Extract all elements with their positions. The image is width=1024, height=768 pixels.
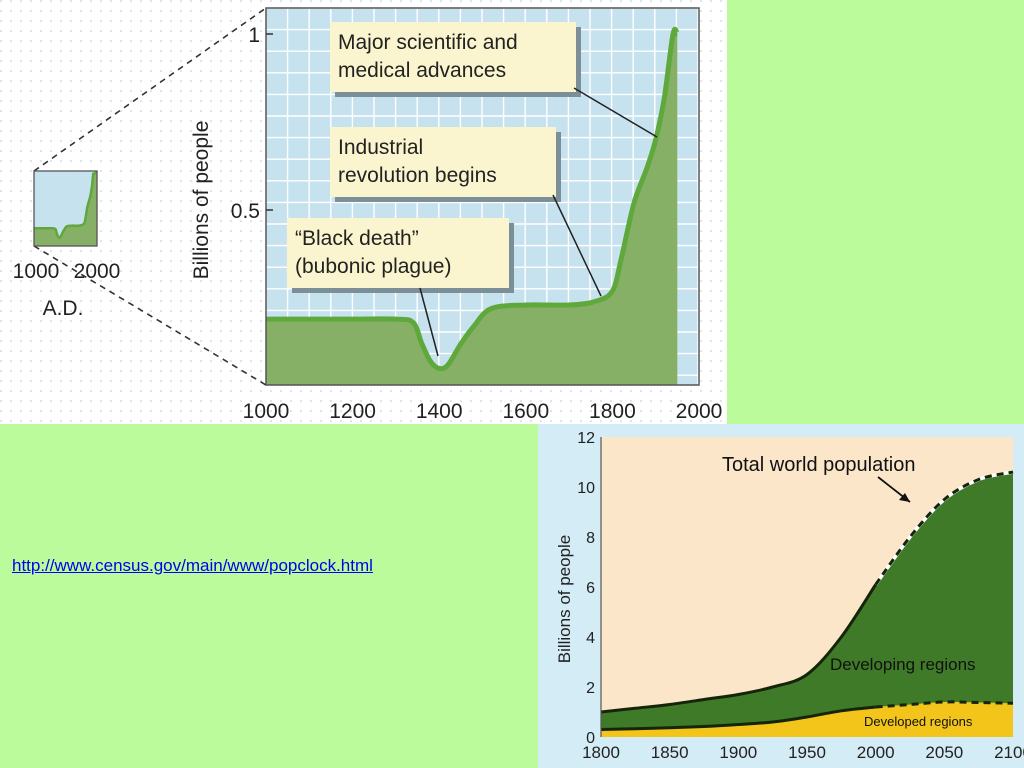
census-popclock-link[interactable]: http://www.census.gov/main/www/popclock.… bbox=[12, 556, 373, 575]
annotation-box: Industrial revolution begins bbox=[330, 127, 602, 297]
x-tick-label: 1900 bbox=[719, 743, 757, 762]
annotation-background bbox=[330, 22, 576, 92]
annotation-text: Industrial bbox=[338, 136, 423, 159]
x-tick-label: 1200 bbox=[329, 400, 376, 423]
annotation-text: “Black death” bbox=[295, 227, 419, 250]
inset-population-area bbox=[34, 171, 97, 246]
world-population-chart: Total world population Developing regions… bbox=[538, 424, 1024, 768]
x-tick-label: 1800 bbox=[589, 400, 636, 423]
y-axis-label: Billions of people bbox=[190, 121, 213, 280]
x-tick-label: 1400 bbox=[416, 400, 463, 423]
annotation-leader bbox=[419, 287, 439, 357]
inset-frame bbox=[33, 170, 98, 247]
annotation-leader bbox=[552, 194, 602, 297]
y-tick-label: 10 bbox=[577, 480, 595, 497]
annotation-text: revolution begins bbox=[338, 164, 497, 187]
x-tick-label: 2100 bbox=[994, 743, 1024, 762]
developed-line bbox=[600, 705, 876, 731]
x-tick-label: 1800 bbox=[582, 743, 620, 762]
annotation-text: (bubonic plague) bbox=[295, 255, 451, 278]
y-tick-label: 0 bbox=[586, 730, 595, 747]
y-tick-label: 6 bbox=[586, 580, 595, 597]
total-projection-line bbox=[874, 470, 1014, 586]
inset-chart: 1000 2000 A.D. bbox=[13, 7, 267, 386]
y-axis-label: Billions of people bbox=[555, 535, 574, 664]
x-tick-label: 2000 bbox=[676, 400, 723, 423]
annotation-text: medical advances bbox=[338, 59, 506, 82]
leader-arrowhead bbox=[899, 493, 910, 502]
annotation-background bbox=[287, 218, 509, 288]
area-label-developed: Developed regions bbox=[864, 714, 973, 729]
x-tick-label: 1600 bbox=[502, 400, 549, 423]
y-tick-label: 8 bbox=[586, 530, 595, 547]
total-population-line bbox=[600, 583, 877, 714]
x-tick-label: 1950 bbox=[788, 743, 826, 762]
annotation-background bbox=[330, 127, 556, 197]
inset-population-line bbox=[33, 170, 98, 239]
zoom-connector bbox=[33, 245, 267, 386]
x-tick-label: 2000 bbox=[857, 743, 895, 762]
annotation-box: “Black death” (bubonic plague) bbox=[287, 218, 514, 357]
inset-x-axis-label: A.D. bbox=[43, 297, 84, 320]
y-tick-label: 0.5 bbox=[231, 200, 260, 223]
x-tick-label: 1850 bbox=[651, 743, 689, 762]
population-line bbox=[266, 26, 680, 372]
plot-frame bbox=[265, 7, 700, 386]
area-label-developing: Developing regions bbox=[830, 655, 976, 674]
annotation-text: Major scientific and bbox=[338, 31, 518, 54]
y-tick-label: 4 bbox=[586, 630, 595, 647]
annotation-leader bbox=[573, 87, 658, 138]
medieval-population-chart: Major scientific and medical advances Indu… bbox=[0, 0, 727, 424]
annotation-box: Major scientific and medical advances bbox=[330, 22, 658, 138]
population-area bbox=[266, 29, 678, 386]
y-tick-label: 12 bbox=[577, 430, 595, 447]
x-tick-label: 2050 bbox=[925, 743, 963, 762]
zoom-connector bbox=[33, 7, 267, 172]
series-label-total: Total world population bbox=[722, 454, 915, 476]
developed-regions-area bbox=[601, 701, 1013, 737]
inset-x-tick-label: 2000 bbox=[74, 260, 121, 283]
x-tick-label: 1000 bbox=[243, 400, 290, 423]
y-tick-label: 2 bbox=[586, 680, 595, 697]
developed-projection-line bbox=[875, 700, 1014, 709]
inset-x-tick-label: 1000 bbox=[13, 260, 60, 283]
y-tick-label: 1 bbox=[248, 24, 260, 47]
